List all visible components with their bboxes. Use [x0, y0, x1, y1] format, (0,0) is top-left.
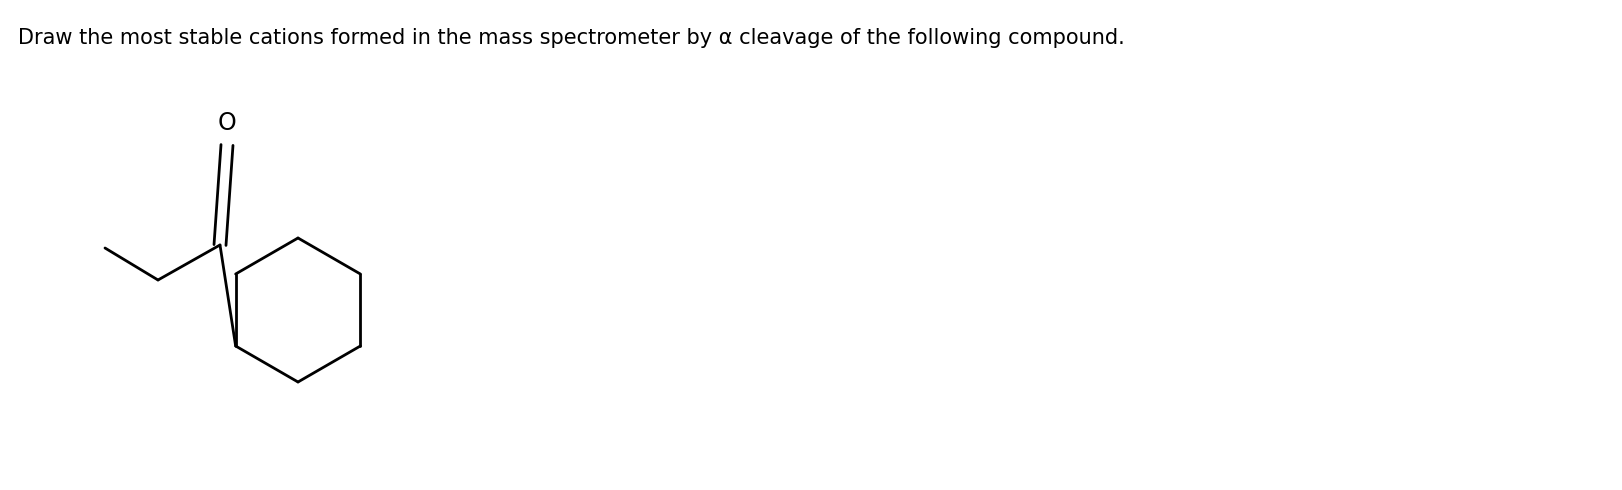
Text: O: O: [217, 111, 237, 135]
Text: Draw the most stable cations formed in the mass spectrometer by α cleavage of th: Draw the most stable cations formed in t…: [18, 28, 1124, 48]
